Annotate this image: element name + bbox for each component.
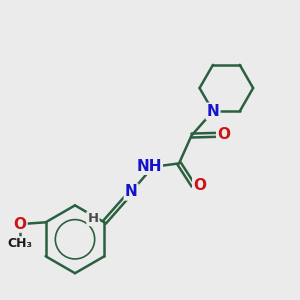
Text: O: O: [217, 127, 230, 142]
Text: H: H: [87, 212, 98, 225]
Text: NH: NH: [136, 159, 162, 174]
Text: N: N: [207, 104, 219, 119]
Text: O: O: [193, 178, 206, 193]
Text: CH₃: CH₃: [8, 237, 32, 250]
Text: N: N: [125, 184, 137, 200]
Text: O: O: [14, 217, 26, 232]
